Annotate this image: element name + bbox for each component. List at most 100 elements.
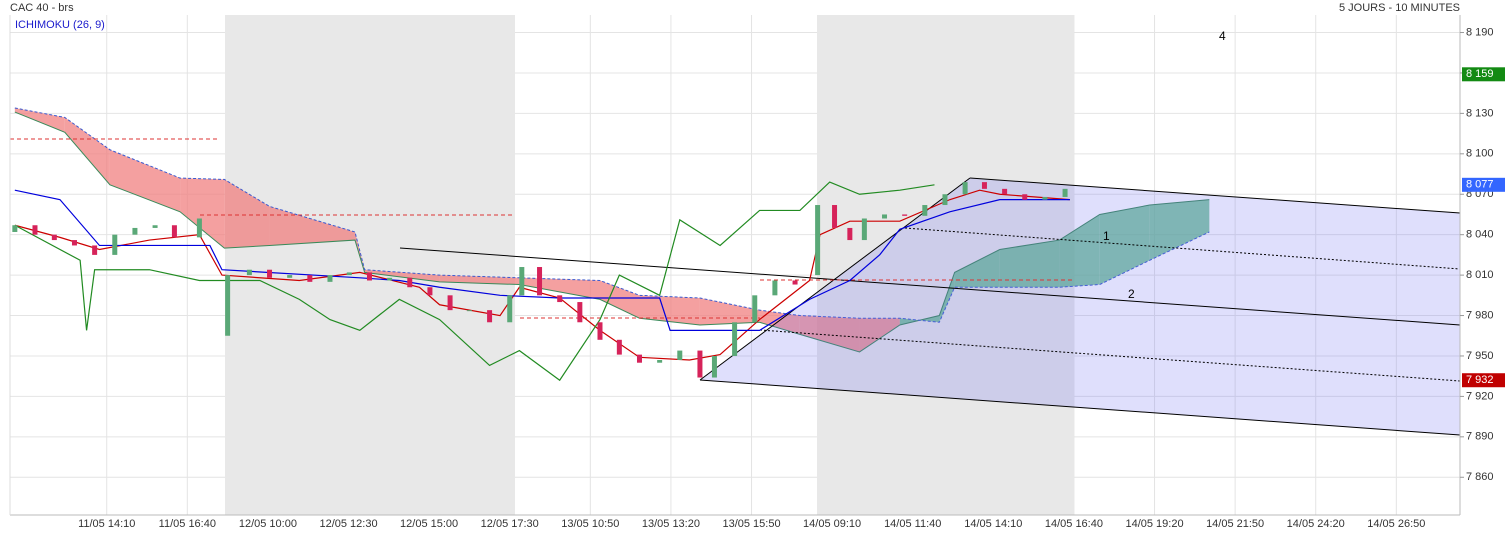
trend-line (399, 247, 1461, 326)
candle (112, 234, 118, 255)
cloud-segment (224, 179, 270, 249)
axis-labels: 11/05 14:10 11/05 16:40 12/05 10:00 12/05 1… (78, 26, 1505, 530)
candle (657, 360, 663, 363)
candle (577, 302, 583, 323)
x-tick-label: 13/05 10:50 (561, 518, 619, 530)
price-tag-label: 8 159 (1466, 68, 1494, 80)
chart-subtitle: 5 JOURS - 10 MINUTES (1339, 2, 1460, 14)
candle (616, 339, 622, 355)
pitchfork-mid (904, 227, 1461, 270)
candle (92, 245, 98, 255)
candle (171, 225, 177, 238)
candle (902, 214, 908, 216)
x-tick-label: 14/05 14:10 (964, 518, 1022, 530)
candle (132, 227, 138, 235)
candle (636, 354, 642, 363)
y-tick-label: 8 130 (1466, 107, 1494, 119)
candle (32, 225, 38, 235)
candle (225, 275, 231, 336)
y-tick-label: 8 100 (1466, 148, 1494, 160)
candle (307, 275, 313, 282)
candle (447, 295, 453, 311)
candle (1002, 188, 1008, 195)
span-a (14, 111, 1210, 353)
price-tag-label: 7 932 (1466, 374, 1494, 386)
candle (487, 310, 493, 323)
x-tick-label: 14/05 21:50 (1206, 518, 1264, 530)
candle (1062, 188, 1068, 197)
annotation: 1 (1103, 229, 1110, 243)
candle (1042, 196, 1048, 200)
pitchfork-line (699, 379, 1461, 436)
candle (12, 225, 18, 232)
indicator-line (14, 181, 935, 382)
cloud-segment (999, 240, 1060, 288)
cloud-segment (859, 318, 900, 352)
candle (1022, 194, 1028, 200)
price-tag (1462, 373, 1505, 388)
candle (196, 218, 202, 238)
candle (792, 280, 798, 285)
annotation: 2 (1128, 287, 1135, 301)
x-tick-label: 14/05 24:20 (1287, 518, 1345, 530)
cloud-segment (799, 315, 860, 352)
price-tag-label: 8 077 (1466, 179, 1494, 191)
candle (267, 269, 273, 278)
candle (772, 280, 778, 296)
candle (287, 275, 293, 278)
cloud-segment (364, 269, 440, 282)
candle (832, 205, 838, 228)
candle (922, 205, 928, 216)
price-tag (1462, 177, 1505, 192)
x-tick-label: 13/05 15:50 (722, 518, 780, 530)
x-tick-label: 14/05 09:10 (803, 518, 861, 530)
candle (557, 295, 563, 303)
cloud-segment (64, 117, 110, 185)
x-tick-label: 11/05 14:10 (78, 518, 135, 530)
x-tick-label: 14/05 16:40 (1045, 518, 1103, 530)
x-tick-label: 11/05 16:40 (159, 518, 216, 530)
candle (697, 350, 703, 378)
chart-title: CAC 40 - brs (10, 2, 74, 14)
span-b (14, 107, 1210, 323)
x-tick-label: 13/05 13:20 (642, 518, 700, 530)
candle (942, 194, 948, 206)
candle (346, 272, 352, 276)
candle (427, 287, 433, 296)
y-tick-label: 7 950 (1466, 350, 1494, 362)
candle (387, 277, 393, 281)
cloud-segment (599, 280, 640, 319)
candle (981, 182, 987, 189)
session-shade (225, 15, 515, 515)
candle (597, 322, 603, 340)
candle (815, 205, 821, 276)
candle (466, 310, 472, 312)
cloud-segment (180, 178, 225, 249)
y-tick-label: 7 890 (1466, 431, 1494, 443)
cloud-segment (1099, 205, 1150, 285)
pitchfork-mid (759, 329, 1461, 382)
y-tick-label: 8 040 (1466, 229, 1494, 241)
x-tick-label: 14/05 26:50 (1367, 518, 1425, 530)
cloud-segment (1149, 199, 1210, 261)
cloud-segment (14, 107, 65, 133)
candle (246, 269, 252, 276)
candle (519, 267, 525, 296)
x-tick-label: 12/05 15:00 (400, 518, 458, 530)
indicator-label: ICHIMOKU (26, 9) (15, 19, 105, 31)
candle (711, 355, 717, 378)
candle (847, 227, 853, 241)
x-tick-label: 14/05 11:40 (884, 518, 941, 530)
cloud-segment (939, 272, 955, 323)
levels (10, 138, 1075, 319)
candle (752, 295, 758, 323)
candle (882, 214, 888, 219)
candles (12, 182, 1068, 378)
x-tick-label: 14/05 19:20 (1125, 518, 1183, 530)
cloud-segment (759, 310, 800, 335)
candle (51, 234, 57, 241)
candle (537, 267, 543, 296)
candle (152, 225, 158, 228)
y-tick-label: 7 920 (1466, 390, 1494, 402)
